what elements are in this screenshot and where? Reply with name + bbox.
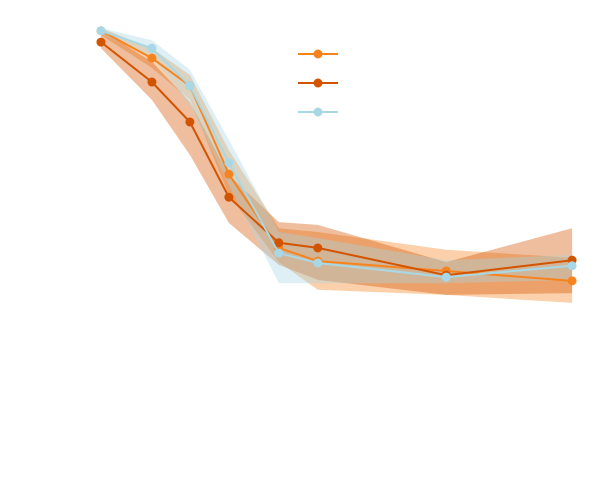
- confidence-band: [101, 28, 573, 284]
- data-point: [313, 258, 323, 268]
- series-line: [100, 29, 573, 279]
- data-point: [567, 276, 577, 286]
- data-point: [185, 117, 195, 127]
- legend-entry: [298, 78, 338, 88]
- data-point: [147, 53, 157, 63]
- data-point: [147, 43, 157, 53]
- data-point: [96, 37, 106, 47]
- confidence-band: [101, 29, 573, 295]
- data-point: [224, 169, 234, 179]
- legend-marker: [313, 49, 323, 59]
- data-point: [274, 248, 284, 258]
- series-line: [100, 41, 573, 277]
- legend-marker: [313, 107, 323, 117]
- legend-entry: [298, 107, 338, 117]
- data-point: [441, 272, 451, 282]
- legend: [298, 49, 338, 117]
- legend-entry: [298, 49, 338, 59]
- data-point: [185, 81, 195, 91]
- data-point: [224, 192, 234, 202]
- legend-marker: [313, 78, 323, 88]
- data-point: [96, 26, 106, 36]
- data-point: [274, 238, 284, 248]
- series-line: [100, 29, 573, 282]
- data-point: [313, 243, 323, 253]
- data-point: [224, 158, 234, 168]
- data-point: [567, 261, 577, 271]
- data-point: [147, 77, 157, 87]
